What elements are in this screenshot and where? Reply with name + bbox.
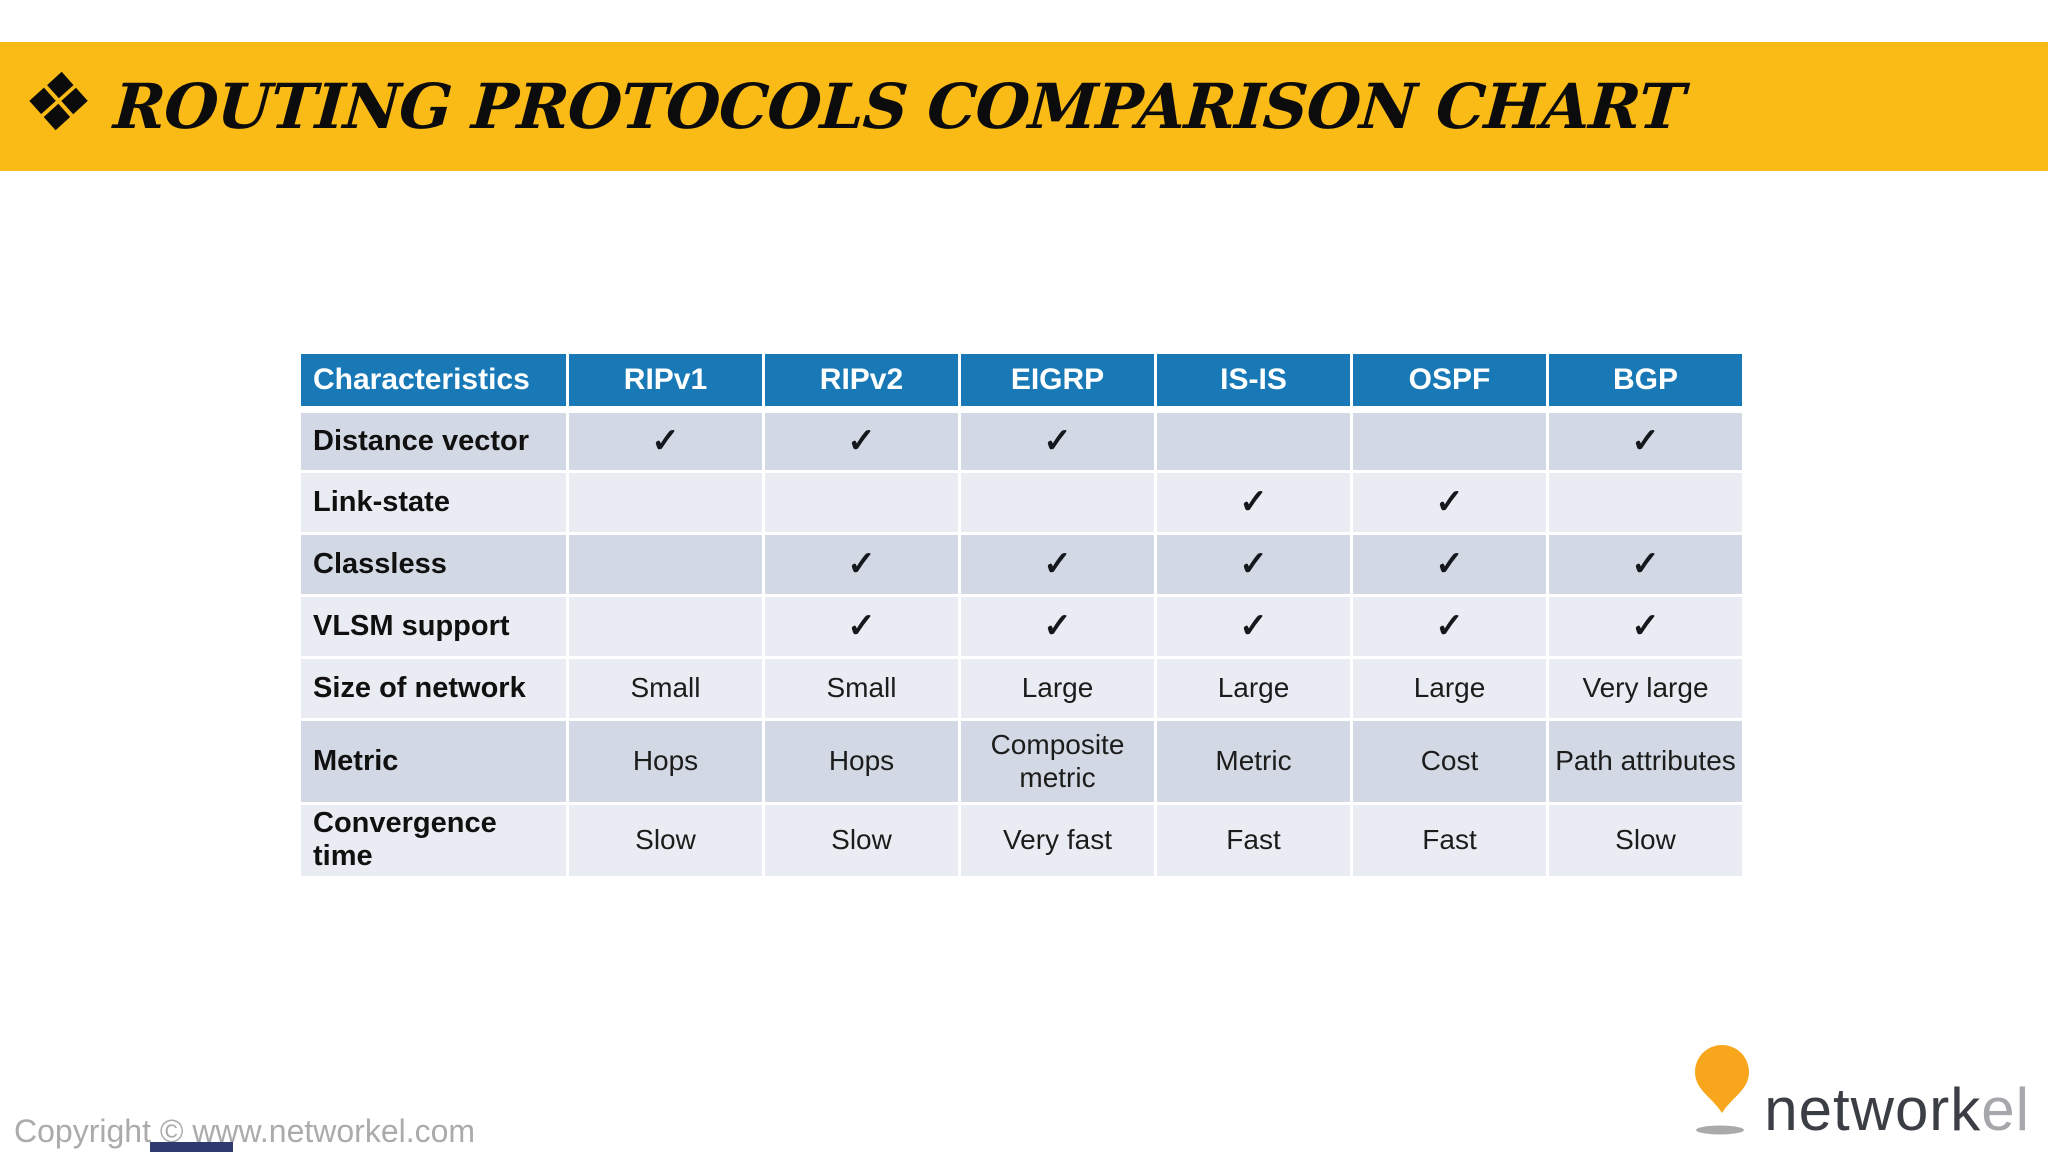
cell-value: Small	[566, 656, 765, 721]
table-row-vlsm-support: VLSM support ✓ ✓ ✓ ✓ ✓	[298, 594, 1745, 659]
cell-value: Hops	[566, 718, 765, 805]
table-row-link-state: Link-state ✓ ✓	[298, 470, 1745, 535]
logo-text-network: network	[1764, 1076, 1982, 1143]
page-title: ROUTING PROTOCOLS COMPARISON CHART	[111, 70, 1687, 143]
cell-value: Large	[958, 656, 1157, 721]
logo-text-el: el	[1981, 1076, 2030, 1143]
column-header-isis: IS-IS	[1154, 351, 1353, 413]
cell-check: ✓	[762, 408, 961, 473]
title-banner: ❖ ROUTING PROTOCOLS COMPARISON CHART	[0, 42, 2048, 171]
cell-value: Cost	[1350, 718, 1549, 805]
table-row-classless: Classless ✓ ✓ ✓ ✓ ✓	[298, 532, 1745, 597]
bottom-accent-bar	[150, 1142, 233, 1152]
cell-value: Fast	[1350, 802, 1549, 879]
cell-check: ✓	[1350, 532, 1549, 597]
networkel-logo: networkel	[1690, 1042, 2030, 1140]
table-row-convergence-time: Convergence time Slow Slow Very fast Fas…	[298, 802, 1745, 879]
cell-value: Small	[762, 656, 961, 721]
cell-check: ✓	[958, 408, 1157, 473]
cell-check: ✓	[1546, 532, 1745, 597]
table-header-row: Characteristics RIPv1 RIPv2 EIGRP IS-IS …	[298, 351, 1745, 413]
logo-wordmark: networkel	[1764, 1080, 2030, 1140]
row-label: Metric	[298, 718, 569, 805]
row-label: Size of network	[298, 656, 569, 721]
cell-value: Fast	[1154, 802, 1353, 879]
copyright-text: Copyright © www.networkel.com	[14, 1113, 476, 1149]
diamond-bullet-icon: ❖	[17, 55, 100, 149]
cell-check: ✓	[958, 532, 1157, 597]
pin-icon	[1695, 1045, 1750, 1135]
cell-value: Path attributes	[1546, 718, 1745, 805]
table-row-metric: Metric Hops Hops Composite metric Metric…	[298, 718, 1745, 805]
cell-value: Slow	[566, 802, 765, 879]
table-row-size-of-network: Size of network Small Small Large Large …	[298, 656, 1745, 721]
row-label: Classless	[298, 532, 569, 597]
cell-value: Large	[1154, 656, 1353, 721]
column-header-ospf: OSPF	[1350, 351, 1549, 413]
cell-empty	[566, 532, 765, 597]
cell-check: ✓	[1154, 470, 1353, 535]
cell-value: Hops	[762, 718, 961, 805]
cell-check: ✓	[1350, 594, 1549, 659]
cell-check: ✓	[1350, 470, 1549, 535]
cell-empty	[958, 470, 1157, 535]
cell-empty	[1154, 408, 1353, 473]
cell-check: ✓	[1546, 408, 1745, 473]
cell-value: Large	[1350, 656, 1549, 721]
cell-value: Slow	[762, 802, 961, 879]
column-header-bgp: BGP	[1546, 351, 1745, 413]
cell-check: ✓	[1546, 594, 1745, 659]
cell-value: Very large	[1546, 656, 1745, 721]
cell-empty	[1546, 470, 1745, 535]
row-label: Link-state	[298, 470, 569, 535]
cell-check: ✓	[762, 532, 961, 597]
row-label: VLSM support	[298, 594, 569, 659]
table-row-distance-vector: Distance vector ✓ ✓ ✓ ✓	[298, 408, 1745, 473]
cell-empty	[1350, 408, 1549, 473]
cell-value: Slow	[1546, 802, 1745, 879]
comparison-table: Characteristics RIPv1 RIPv2 EIGRP IS-IS …	[298, 351, 1745, 879]
cell-check: ✓	[762, 594, 961, 659]
cell-value: Very fast	[958, 802, 1157, 879]
cell-check: ✓	[1154, 532, 1353, 597]
cell-check: ✓	[566, 408, 765, 473]
cell-value: Metric	[1154, 718, 1353, 805]
column-header-ripv1: RIPv1	[566, 351, 765, 413]
cell-empty	[762, 470, 961, 535]
cell-check: ✓	[1154, 594, 1353, 659]
column-header-eigrp: EIGRP	[958, 351, 1157, 413]
cell-empty	[566, 470, 765, 535]
row-label: Convergence time	[298, 802, 569, 879]
row-label: Distance vector	[298, 408, 569, 473]
cell-value: Composite metric	[958, 718, 1157, 805]
column-header-characteristics: Characteristics	[298, 351, 569, 413]
column-header-ripv2: RIPv2	[762, 351, 961, 413]
cell-empty	[566, 594, 765, 659]
cell-check: ✓	[958, 594, 1157, 659]
